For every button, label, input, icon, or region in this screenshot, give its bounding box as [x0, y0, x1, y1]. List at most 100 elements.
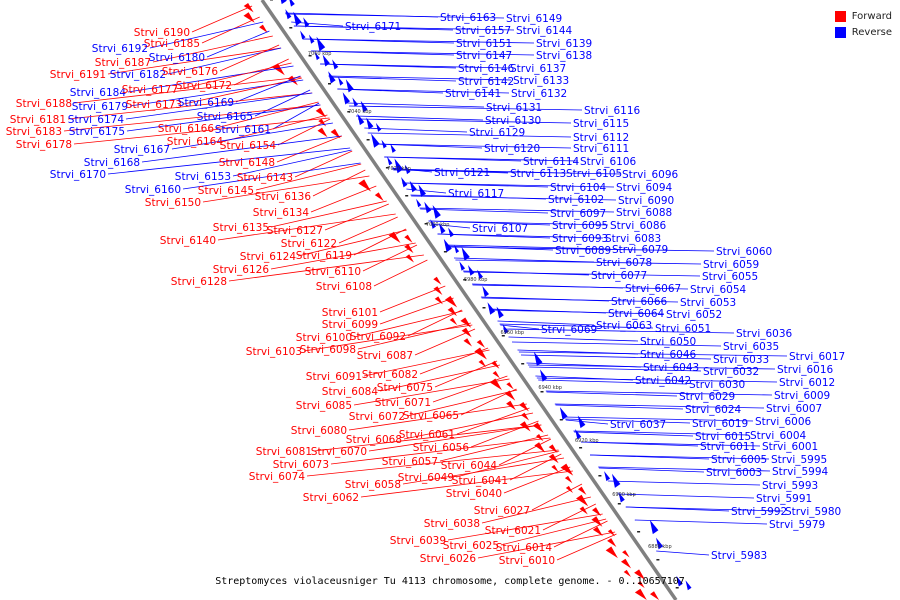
- gene-label: Strvi_6173: [126, 99, 182, 111]
- gene-label: Strvi_6042: [635, 375, 691, 387]
- gene-label: Strvi_6131: [486, 102, 542, 114]
- leader-line: [353, 310, 463, 338]
- leader-line: [367, 132, 572, 138]
- leader-line: [489, 309, 665, 315]
- feature-tick-mark: [501, 335, 505, 337]
- gene-label: Strvi_6085: [296, 400, 352, 412]
- gene-label: Strvi_5991: [756, 493, 812, 505]
- leader-line: [171, 122, 333, 150]
- gene-label: Strvi_6121: [434, 167, 490, 179]
- gene-label: Strvi_6165: [197, 111, 253, 123]
- gene-label: Strvi_6175: [69, 126, 125, 138]
- gene-label: Strvi_6087: [357, 350, 413, 362]
- gene-label: Strvi_6171: [345, 21, 401, 33]
- leader-line: [358, 118, 572, 124]
- leader-line: [313, 424, 542, 452]
- feature-tick-mark: [308, 55, 312, 57]
- leader-line: [500, 518, 607, 546]
- gene-label: Strvi_6161: [215, 124, 271, 136]
- forward-gene-glyph: [607, 538, 617, 547]
- forward-gene-glyph: [492, 371, 500, 379]
- reverse-gene-glyph: [375, 122, 382, 132]
- leader-line: [127, 65, 294, 93]
- leader-line: [379, 364, 500, 392]
- gene-label: Strvi_6006: [755, 416, 812, 428]
- gene-label: Strvi_6077: [591, 270, 647, 282]
- leader-line: [348, 403, 527, 431]
- gene-label: Strvi_6036: [736, 328, 793, 340]
- leader-line: [625, 506, 784, 512]
- gene-label: Strvi_6163: [440, 12, 496, 24]
- leader-line: [384, 156, 579, 162]
- gene-label: Strvi_5983: [711, 550, 767, 562]
- gene-label: Strvi_6180: [149, 52, 205, 64]
- feature-tick-mark: [347, 111, 351, 113]
- forward-gene-glyph: [551, 464, 559, 472]
- gene-label: Strvi_6185: [144, 38, 200, 50]
- leader-line: [518, 351, 788, 357]
- leader-line: [355, 115, 484, 121]
- reverse-gene-glyph: [280, 0, 287, 5]
- chromosome-axis: [260, 0, 678, 600]
- reverse-gene-glyph: [401, 177, 408, 188]
- leader-line: [330, 437, 551, 465]
- reverse-gene-glyph: [314, 51, 320, 61]
- gene-label: Strvi_6116: [584, 105, 641, 117]
- forward-gene-glyph: [534, 442, 546, 453]
- forward-gene-glyph: [592, 507, 602, 517]
- gene-label: Strvi_6188: [16, 98, 72, 110]
- forward-gene-glyph: [478, 359, 487, 368]
- gene-label: Strvi_6069: [541, 324, 597, 336]
- gene-label: Strvi_6081: [256, 446, 312, 458]
- forward-gene-glyph: [579, 506, 588, 515]
- leader-line: [499, 323, 654, 329]
- leader-line: [353, 378, 510, 406]
- gene-label: Strvi_6063: [596, 320, 652, 332]
- feature-tick-mark: [366, 139, 370, 141]
- leader-line: [553, 520, 608, 548]
- leader-line: [293, 25, 515, 31]
- leader-line: [306, 449, 559, 477]
- leader-line: [428, 220, 609, 226]
- gene-label: Strvi_6145: [198, 185, 254, 197]
- reverse-gene-glyph: [534, 351, 543, 367]
- leader-line: [362, 244, 418, 272]
- leader-line: [529, 366, 702, 372]
- forward-gene-glyph: [405, 254, 414, 263]
- gene-label: Strvi_6095: [552, 220, 608, 232]
- leader-line: [607, 480, 761, 486]
- reverse-gene-glyph: [676, 575, 683, 587]
- feature-tick-mark: [559, 419, 563, 421]
- gene-label: Strvi_6005: [711, 454, 767, 466]
- forward-gene-glyph: [634, 569, 646, 580]
- reverse-gene-glyph: [656, 537, 664, 550]
- reverse-gene-glyph: [575, 429, 582, 440]
- kbp-label: 7060 kbp: [308, 51, 332, 57]
- forward-gene-glyph: [564, 475, 573, 484]
- gene-label: Strvi_6179: [72, 101, 128, 113]
- gene-label: Strvi_6166: [158, 123, 215, 135]
- reverse-gene-glyph: [371, 133, 380, 148]
- kbp-label: 6960 kbp: [501, 330, 525, 336]
- gene-label: Strvi_5980: [785, 506, 841, 518]
- gene-label: Strvi_6062: [303, 492, 359, 504]
- gene-label: Strvi_6113: [510, 168, 566, 180]
- forward-gene-glyph: [576, 494, 589, 507]
- gene-label: Strvi_6140: [160, 235, 216, 247]
- gene-label: Strvi_6075: [377, 382, 433, 394]
- leader-line: [407, 309, 463, 337]
- gene-label: Strvi_6144: [516, 25, 573, 37]
- reverse-gene-glyph: [448, 227, 455, 238]
- gene-label: Strvi_6007: [766, 403, 822, 415]
- gene-label: Strvi_6054: [690, 284, 747, 296]
- leader-line: [206, 30, 270, 58]
- reverse-gene-glyph: [316, 36, 326, 52]
- leader-line: [402, 182, 615, 188]
- gene-label: Strvi_6114: [523, 156, 580, 168]
- gene-label: Strvi_6146: [458, 63, 515, 75]
- reverse-gene-glyph: [468, 265, 475, 276]
- feature-tick-mark: [617, 503, 621, 505]
- leader-line: [328, 75, 512, 81]
- leader-line: [375, 143, 572, 149]
